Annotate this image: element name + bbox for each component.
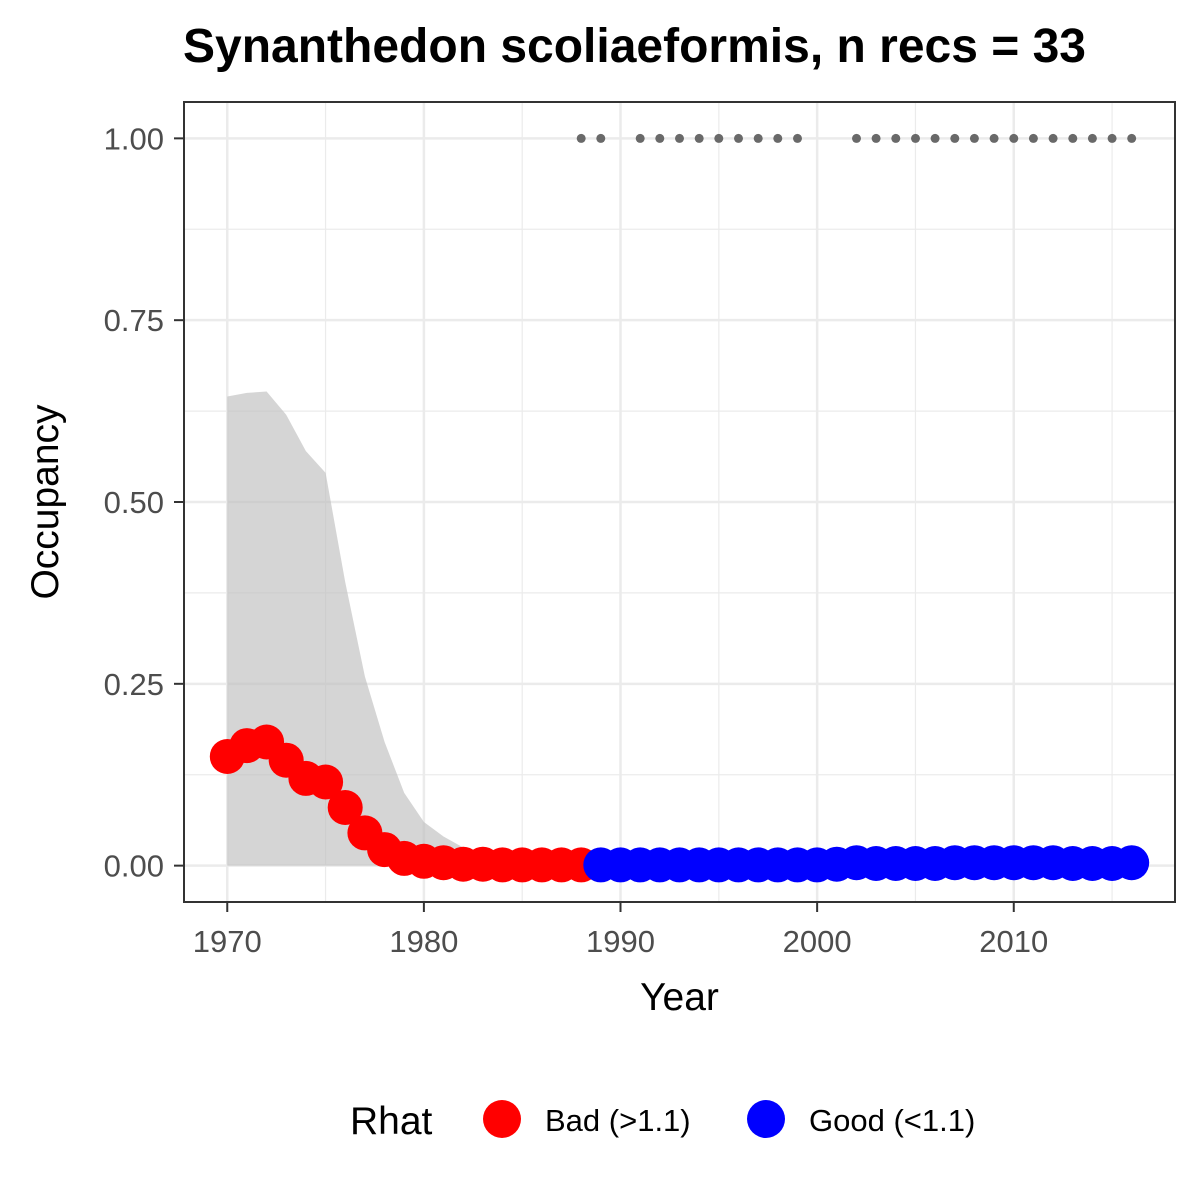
x-tick-label: 2000 (783, 924, 852, 959)
legend: Rhat Bad (>1.1) Good (<1.1) (350, 1100, 975, 1143)
y-tick-label: 0.00 (104, 849, 164, 884)
record-marker (1127, 134, 1136, 143)
record-marker (970, 134, 979, 143)
x-tick-label: 2010 (979, 924, 1048, 959)
y-tick-label: 0.50 (104, 485, 164, 520)
record-marker (872, 134, 881, 143)
record-marker (950, 134, 959, 143)
record-marker (911, 134, 920, 143)
legend-label-bad: Bad (>1.1) (545, 1103, 691, 1138)
y-tick-label: 0.25 (104, 667, 164, 702)
record-marker (675, 134, 684, 143)
point-good-rhat (1114, 845, 1149, 880)
record-marker (577, 134, 586, 143)
record-marker (891, 134, 900, 143)
chart-title: Synanthedon scoliaeformis, n recs = 33 (183, 20, 1086, 73)
record-markers (577, 134, 1136, 143)
legend-label-good: Good (<1.1) (809, 1103, 975, 1138)
record-marker (754, 134, 763, 143)
x-axis-title: Year (640, 976, 719, 1019)
record-marker (773, 134, 782, 143)
record-marker (931, 134, 940, 143)
record-marker (990, 134, 999, 143)
y-axis-title: Occupancy (24, 404, 67, 600)
record-marker (1049, 134, 1058, 143)
record-marker (1108, 134, 1117, 143)
legend-key-good (747, 1100, 785, 1138)
y-tick-label: 1.00 (104, 121, 164, 156)
record-marker (793, 134, 802, 143)
record-marker (1029, 134, 1038, 143)
credible-interval-layer (227, 392, 522, 866)
record-marker (655, 134, 664, 143)
record-marker (852, 134, 861, 143)
credible-interval-ribbon (227, 392, 522, 866)
record-marker (734, 134, 743, 143)
record-marker (1009, 134, 1018, 143)
y-tick-label: 0.75 (104, 303, 164, 338)
record-marker (1068, 134, 1077, 143)
x-tick-label: 1970 (193, 924, 262, 959)
legend-title: Rhat (350, 1100, 433, 1143)
x-tick-label: 1990 (586, 924, 655, 959)
x-tick-label: 1980 (389, 924, 458, 959)
record-marker (695, 134, 704, 143)
record-marker (636, 134, 645, 143)
record-marker (596, 134, 605, 143)
legend-key-bad (483, 1100, 521, 1138)
record-marker (714, 134, 723, 143)
record-marker (1088, 134, 1097, 143)
